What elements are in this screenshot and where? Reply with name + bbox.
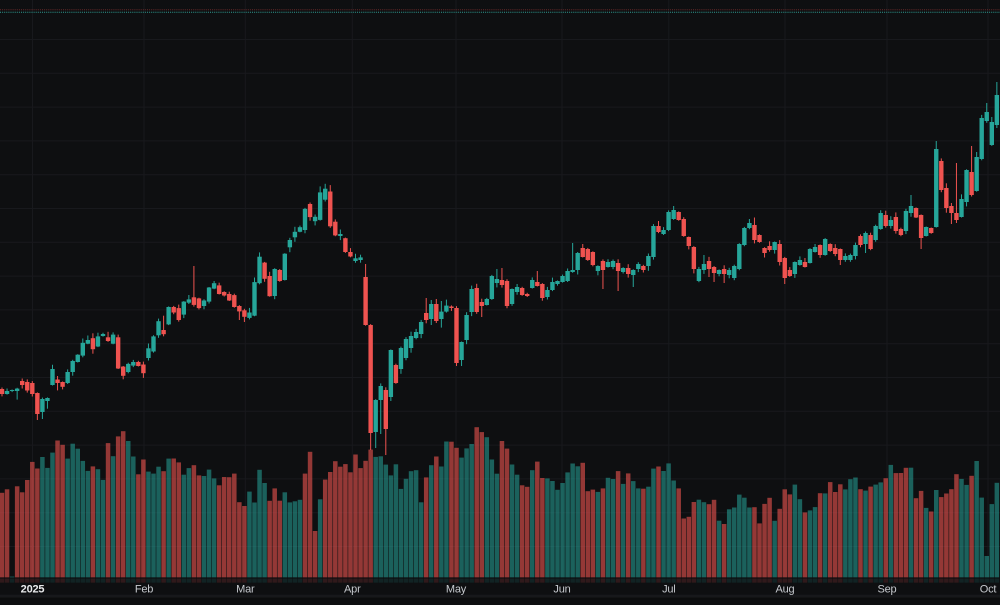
svg-text:Apr: Apr — [344, 584, 361, 596]
svg-text:Mar: Mar — [236, 584, 255, 596]
svg-text:2025: 2025 — [21, 584, 45, 596]
svg-text:Aug: Aug — [776, 584, 795, 596]
svg-text:Sep: Sep — [878, 584, 897, 596]
svg-text:Feb: Feb — [135, 584, 153, 596]
svg-text:Jul: Jul — [662, 584, 675, 596]
svg-text:May: May — [446, 584, 467, 596]
svg-text:Jun: Jun — [553, 584, 570, 596]
svg-text:Oct: Oct — [980, 584, 997, 596]
